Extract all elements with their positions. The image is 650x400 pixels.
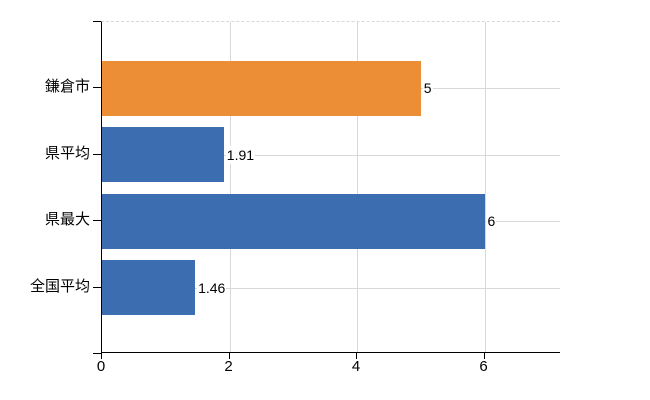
x-axis-tick [228, 353, 230, 359]
y-axis-tick [93, 87, 101, 88]
value-label: 1.46 [197, 279, 227, 297]
value-label: 5 [422, 79, 433, 97]
category-label: 全国平均 [29, 278, 90, 295]
y-axis-end-tick [93, 353, 101, 354]
x-tick-label: 2 [224, 358, 233, 375]
category-label: 鎌倉市 [44, 78, 90, 95]
x-tick-label: 6 [479, 358, 488, 375]
horizontal-gridline [102, 288, 560, 289]
vertical-gridline [484, 22, 486, 352]
bar-県平均 [102, 127, 224, 182]
category-label: 県平均 [44, 145, 90, 162]
value-label: 6 [486, 212, 497, 230]
x-axis-tick [483, 353, 485, 359]
x-tick-label: 4 [351, 358, 361, 375]
value-label: 1.91 [225, 146, 256, 164]
x-tick-label: 0 [96, 358, 106, 375]
y-axis-tick [93, 154, 101, 155]
bar-鎌倉市 [102, 61, 421, 116]
y-axis-tick [93, 220, 101, 221]
vertical-gridline [229, 22, 231, 352]
vertical-gridline [357, 22, 358, 352]
y-axis-end-tick [93, 21, 101, 22]
x-axis-tick [356, 353, 357, 359]
bar-県最大 [102, 194, 485, 249]
x-axis-tick [101, 353, 102, 359]
y-axis-tick [93, 287, 101, 288]
plot-area: 5 1.91 6 1.46 [101, 21, 560, 353]
horizontal-gridline [102, 155, 560, 156]
category-label: 県最大 [44, 211, 90, 228]
bar-全国平均 [102, 260, 196, 315]
